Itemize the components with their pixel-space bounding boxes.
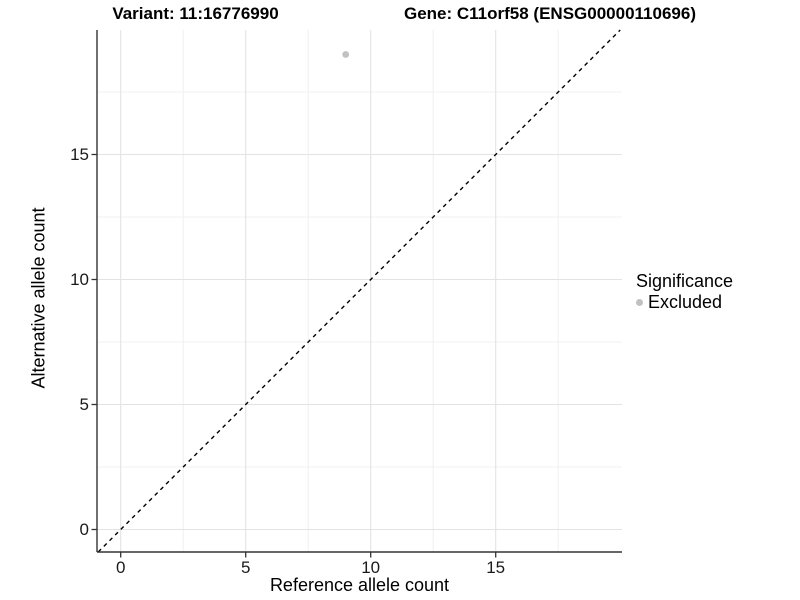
plot-title-gene: Gene: C11orf58 (ENSG00000110696) <box>403 4 696 23</box>
data-point <box>342 51 350 58</box>
x-axis-title: Reference allele count <box>269 575 450 595</box>
y-tick-label: 5 <box>79 394 89 414</box>
axis-lines <box>96 30 622 553</box>
y-tick-label: 0 <box>79 519 89 539</box>
legend-item-excluded: Excluded <box>636 292 733 312</box>
x-tick-label: 10 <box>361 558 381 577</box>
y-tick-label: 10 <box>70 269 89 289</box>
gridlines-major <box>97 30 622 552</box>
legend-point-icon <box>636 298 643 306</box>
gridlines-minor <box>97 30 622 552</box>
tick-marks <box>91 153 497 558</box>
x-tick-label: 5 <box>240 558 251 577</box>
x-tick-label: 0 <box>115 558 126 577</box>
y-tick-label: 15 <box>70 144 89 164</box>
plot-title-variant: Variant: 11:16776990 <box>112 4 279 23</box>
identity-line <box>97 29 621 553</box>
legend-title: Significance <box>636 271 734 291</box>
legend-item-label: Excluded <box>648 292 723 312</box>
y-axis-title: Alternative allele count <box>28 207 49 389</box>
x-tick-label: 15 <box>486 558 506 577</box>
legend: Significance Excluded <box>636 271 733 312</box>
data-points <box>342 51 350 58</box>
